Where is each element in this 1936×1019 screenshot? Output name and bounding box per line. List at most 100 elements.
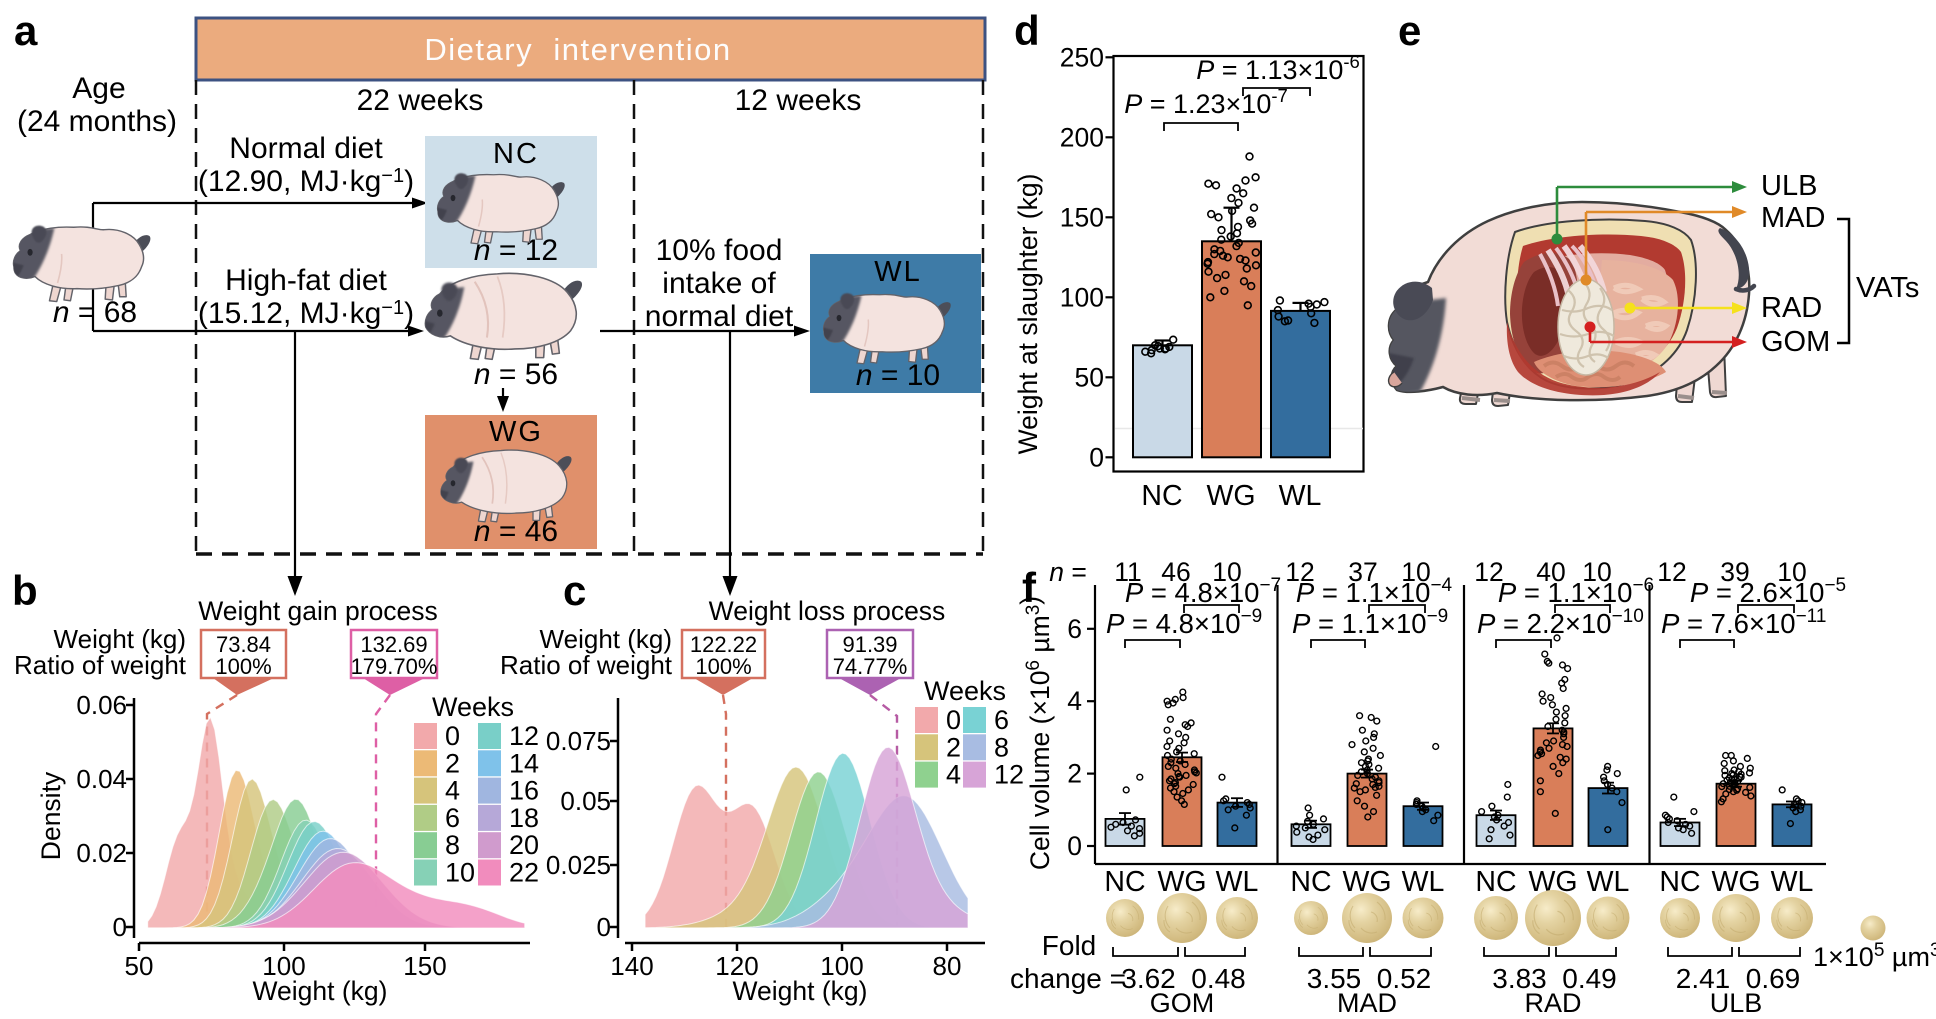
svg-text:0.05: 0.05 <box>560 786 611 816</box>
svg-text:200: 200 <box>1060 122 1104 152</box>
svg-text:Age: Age <box>72 72 125 105</box>
svg-text:50: 50 <box>1075 362 1104 392</box>
svg-text:Weeks: Weeks <box>432 692 514 722</box>
svg-text:0.69: 0.69 <box>1746 963 1801 994</box>
svg-text:0.48: 0.48 <box>1191 963 1246 994</box>
svg-text:Ratio of weight: Ratio of weight <box>14 650 187 680</box>
svg-text:WG: WG <box>1711 866 1760 898</box>
svg-text:e: e <box>1398 7 1421 54</box>
svg-text:NC: NC <box>1141 480 1182 512</box>
svg-text:0: 0 <box>597 912 611 942</box>
svg-text:n = 56: n = 56 <box>474 358 558 391</box>
svg-text:WL: WL <box>1279 480 1322 512</box>
svg-text:0: 0 <box>445 721 460 751</box>
svg-text:intake of: intake of <box>662 267 776 300</box>
svg-text:250: 250 <box>1060 42 1104 72</box>
svg-text:80: 80 <box>933 951 962 981</box>
svg-text:6: 6 <box>1067 614 1082 644</box>
svg-text:2: 2 <box>946 732 961 762</box>
svg-text:ULB: ULB <box>1761 170 1817 202</box>
svg-text:WL: WL <box>1771 866 1814 898</box>
svg-text:37: 37 <box>1348 557 1377 587</box>
svg-text:a: a <box>14 7 38 54</box>
svg-text:10: 10 <box>1401 557 1430 587</box>
svg-text:8: 8 <box>994 732 1009 762</box>
svg-text:122.22: 122.22 <box>690 632 757 657</box>
svg-text:3.55: 3.55 <box>1307 963 1362 994</box>
svg-text:140: 140 <box>610 951 653 981</box>
svg-text:73.84: 73.84 <box>216 632 271 657</box>
svg-text:20: 20 <box>509 830 539 860</box>
svg-text:0: 0 <box>946 705 961 735</box>
svg-text:12 weeks: 12 weeks <box>735 84 862 117</box>
svg-text:(12.90, MJ·kg−1): (12.90, MJ·kg−1) <box>198 165 414 198</box>
svg-text:2: 2 <box>1067 759 1082 789</box>
svg-text:50: 50 <box>125 951 154 981</box>
svg-text:2: 2 <box>445 748 460 778</box>
svg-text:10% food: 10% food <box>656 234 783 267</box>
svg-text:0: 0 <box>1089 442 1104 472</box>
svg-text:Weeks: Weeks <box>924 676 1006 706</box>
svg-text:Weight loss process: Weight loss process <box>709 596 946 626</box>
svg-text:P = 4.8×10−9: P = 4.8×10−9 <box>1106 606 1262 639</box>
svg-text:RAD: RAD <box>1761 292 1822 324</box>
svg-text:Fold: Fold <box>1042 930 1096 961</box>
svg-text:P = 1.1×10−9: P = 1.1×10−9 <box>1292 606 1448 639</box>
svg-text:change =: change = <box>1010 963 1126 994</box>
svg-text:NC: NC <box>1104 866 1145 898</box>
svg-text:14: 14 <box>509 748 539 778</box>
svg-text:WG: WG <box>489 416 543 448</box>
svg-text:High-fat diet: High-fat diet <box>225 264 387 297</box>
svg-text:n = 68: n = 68 <box>53 296 137 329</box>
svg-text:91.39: 91.39 <box>842 632 897 657</box>
svg-text:0: 0 <box>113 912 127 942</box>
svg-text:10: 10 <box>1777 557 1806 587</box>
svg-text:Normal diet: Normal diet <box>229 132 383 165</box>
svg-text:Ratio of weight: Ratio of weight <box>500 650 673 680</box>
svg-text:12: 12 <box>509 721 539 751</box>
svg-text:WL: WL <box>1587 866 1630 898</box>
svg-text:3.62: 3.62 <box>1121 963 1176 994</box>
svg-text:0.52: 0.52 <box>1377 963 1432 994</box>
svg-text:6: 6 <box>445 803 460 833</box>
svg-text:WG: WG <box>1342 866 1391 898</box>
svg-text:4: 4 <box>445 776 460 806</box>
svg-text:WL: WL <box>1402 866 1445 898</box>
svg-text:12: 12 <box>994 760 1024 790</box>
svg-text:Weight at slaughter (kg): Weight at slaughter (kg) <box>1013 174 1043 455</box>
svg-text:MAD: MAD <box>1337 988 1397 1014</box>
svg-text:P = 1.1×10−4: P = 1.1×10−4 <box>1296 575 1453 608</box>
svg-text:c: c <box>563 567 586 614</box>
svg-text:22: 22 <box>509 858 539 888</box>
svg-text:4: 4 <box>946 760 961 790</box>
svg-text:100: 100 <box>1060 282 1104 312</box>
svg-text:WG: WG <box>1157 866 1206 898</box>
svg-text:GOM: GOM <box>1150 988 1215 1014</box>
svg-text:RAD: RAD <box>1524 988 1581 1014</box>
svg-text:0.49: 0.49 <box>1562 963 1617 994</box>
svg-text:NC: NC <box>1290 866 1331 898</box>
svg-text:WG: WG <box>1206 480 1255 512</box>
svg-text:ULB: ULB <box>1710 988 1763 1014</box>
svg-text:0.02: 0.02 <box>76 838 127 868</box>
svg-text:Weight (kg): Weight (kg) <box>540 624 672 654</box>
svg-text:10: 10 <box>1212 557 1241 587</box>
svg-text:WL: WL <box>1216 866 1259 898</box>
svg-text:4: 4 <box>1067 686 1082 716</box>
svg-text:22 weeks: 22 weeks <box>357 84 484 117</box>
svg-text:179.70%: 179.70% <box>351 654 438 679</box>
svg-text:Dietary intervention: Dietary intervention <box>424 32 731 67</box>
svg-text:16: 16 <box>509 776 539 806</box>
svg-text:100: 100 <box>262 951 305 981</box>
svg-text:8: 8 <box>445 830 460 860</box>
svg-text:0.025: 0.025 <box>546 850 611 880</box>
svg-text:b: b <box>12 567 38 614</box>
svg-text:120: 120 <box>715 951 758 981</box>
svg-text:39: 39 <box>1720 557 1749 587</box>
svg-text:0.06: 0.06 <box>76 690 127 720</box>
svg-text:18: 18 <box>509 803 539 833</box>
svg-text:WL: WL <box>874 256 922 288</box>
svg-text:0.075: 0.075 <box>546 726 611 756</box>
svg-text:6: 6 <box>994 705 1009 735</box>
svg-text:12: 12 <box>1474 557 1503 587</box>
